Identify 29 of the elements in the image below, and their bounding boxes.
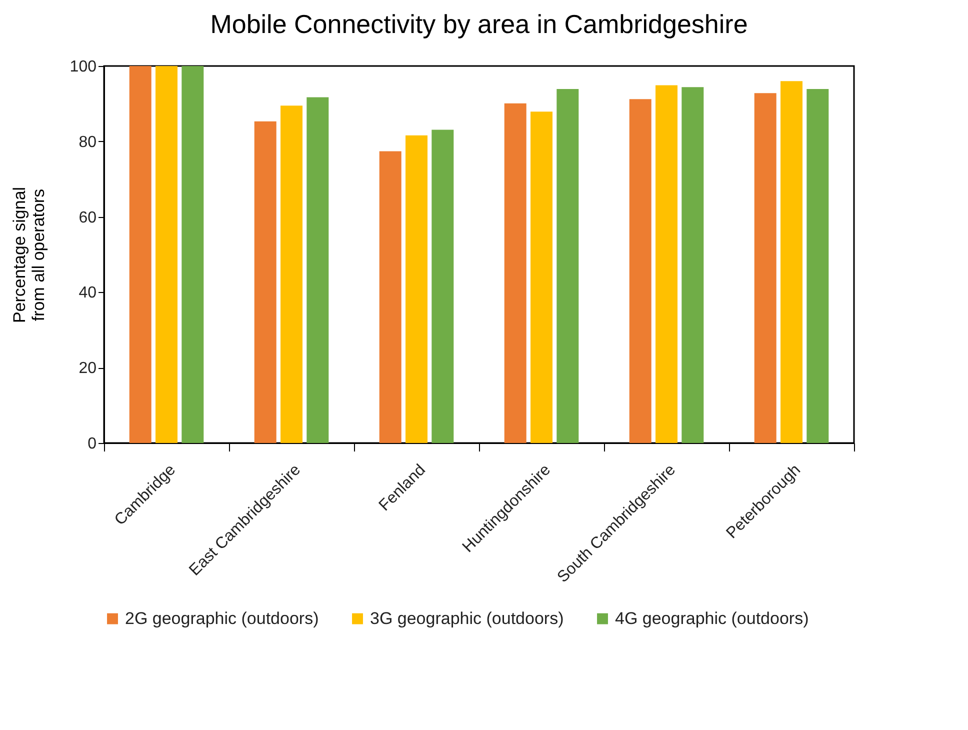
legend-label: 2G geographic (outdoors) (125, 608, 319, 628)
bar (379, 151, 402, 443)
bar (780, 81, 802, 443)
y-tick-label: 20 (78, 360, 97, 378)
y-tick-label: 0 (88, 436, 97, 452)
legend-label: 4G geographic (outdoors) (615, 608, 809, 628)
bar (556, 88, 579, 443)
bar (129, 66, 152, 443)
legend-label: 3G geographic (outdoors) (370, 608, 564, 628)
bar (682, 87, 704, 443)
bar (806, 88, 829, 443)
y-tick-label: 80 (78, 134, 97, 151)
bar (629, 99, 652, 443)
bar (432, 130, 454, 443)
bar (656, 85, 678, 443)
bar (306, 97, 329, 443)
y-tick-label: 60 (78, 209, 97, 226)
bar (530, 112, 552, 443)
bar (754, 93, 776, 443)
bar (254, 121, 276, 443)
y-tick-label: 40 (78, 284, 97, 302)
bar (406, 135, 428, 443)
y-tick-label: 100 (70, 58, 97, 76)
bar (156, 66, 178, 443)
bar (504, 103, 526, 443)
chart-title: Mobile Connectivity by area in Cambridgeshire (210, 9, 748, 39)
bar (280, 106, 302, 443)
bar (182, 66, 204, 443)
y-axis-title: Percentage signal from all operators (10, 186, 48, 324)
